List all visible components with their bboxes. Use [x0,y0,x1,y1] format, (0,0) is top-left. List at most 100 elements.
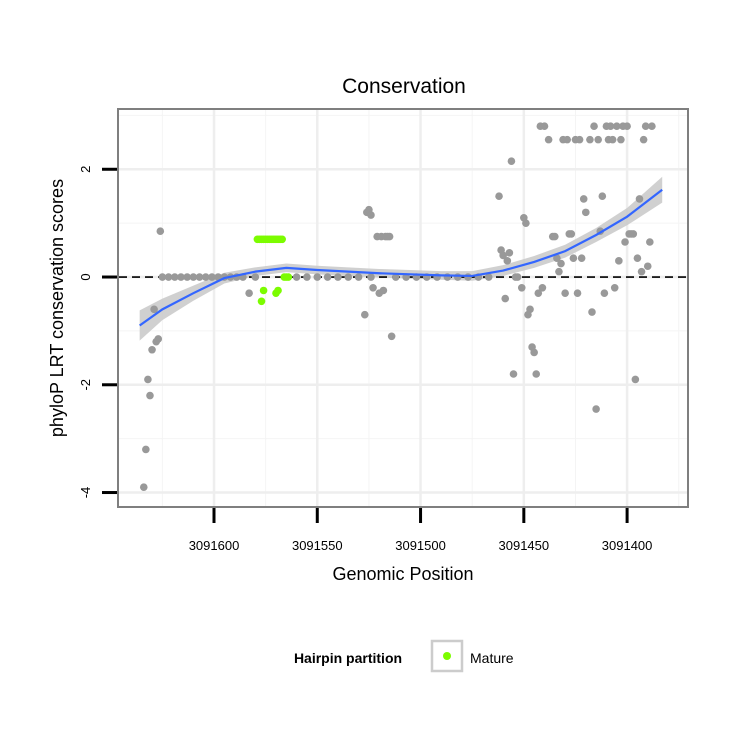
data-point [544,135,553,144]
data-point [391,273,400,281]
data-point [608,135,617,144]
x-tick-label: 3091600 [189,538,240,553]
data-point [367,273,375,281]
data-point [579,195,588,203]
data-point [387,332,396,341]
y-tick-label: 2 [78,166,93,173]
x-axis-title: Genomic Position [332,564,473,584]
data-point [594,135,602,144]
data-point [532,370,541,378]
data-point [610,283,619,292]
data-point [598,192,607,201]
legend-label-mature: Mature [470,650,514,666]
data-points [139,122,656,491]
data-point [142,445,150,454]
data-point [569,254,578,262]
data-point [214,273,222,281]
mature-point [278,235,286,244]
data-point [148,345,156,354]
data-point [367,211,375,219]
data-point [586,135,594,144]
data-point [617,135,625,144]
data-point [639,135,648,144]
data-point [313,273,322,281]
data-point [641,122,650,130]
data-point [245,289,253,297]
data-point [503,257,512,265]
data-point [592,405,600,413]
mature-point [259,286,268,295]
data-point [499,251,507,260]
data-point [507,157,516,165]
y-tick-label: -4 [78,487,93,499]
data-point [170,273,179,281]
data-point [633,254,642,262]
data-point [563,135,572,144]
data-point [156,227,165,236]
legend-mature-dot [443,652,451,660]
data-point [635,195,644,203]
smooth-line [139,188,663,327]
data-point [334,273,342,281]
data-point [195,273,204,281]
data-point [208,273,216,281]
x-tick-label: 3091550 [292,538,343,553]
data-point [534,289,543,297]
data-point [567,230,576,238]
data-point [323,273,332,281]
data-point [505,248,514,257]
data-point [139,483,148,491]
data-point [581,208,590,217]
data-point [621,238,629,246]
data-point [453,273,462,281]
data-point [379,286,388,295]
mature-point [284,273,293,281]
data-point [385,232,394,241]
data-point [573,289,582,297]
data-point [551,232,559,241]
data-point [189,273,198,281]
data-point [150,305,158,314]
data-point [201,273,210,281]
data-point [484,273,493,281]
data-point [354,273,363,281]
data-point [643,262,652,271]
data-point [600,289,609,297]
data-point [164,273,173,281]
data-point [629,230,638,238]
data-point [577,254,586,262]
mature-point [274,286,282,295]
data-point [517,283,526,292]
data-point [509,370,518,378]
data-point [183,273,191,281]
data-point [606,122,615,130]
smooth-curve [139,188,663,327]
data-point [443,273,452,281]
data-point [344,273,353,281]
y-axis-title: phyloP LRT conservation scores [47,179,67,437]
data-point [146,391,154,400]
legend: Hairpin partition Mature [294,639,514,673]
data-point [144,375,152,384]
data-point [538,283,547,292]
data-point [526,305,534,314]
data-point [648,122,656,130]
data-point [561,289,569,297]
data-point [575,135,584,144]
data-point [615,257,623,265]
data-point [590,122,598,130]
data-point [530,348,538,357]
data-point [612,122,621,130]
data-point [540,122,549,130]
data-point [251,273,260,281]
data-point [292,273,301,281]
data-point [555,267,563,276]
data-point [513,273,522,281]
data-point [522,219,530,227]
y-tick-label: -2 [78,379,93,391]
chart-title: Conservation [342,75,466,98]
data-point [464,273,472,281]
y-tick-label: 0 [78,273,93,280]
data-point [588,308,596,316]
